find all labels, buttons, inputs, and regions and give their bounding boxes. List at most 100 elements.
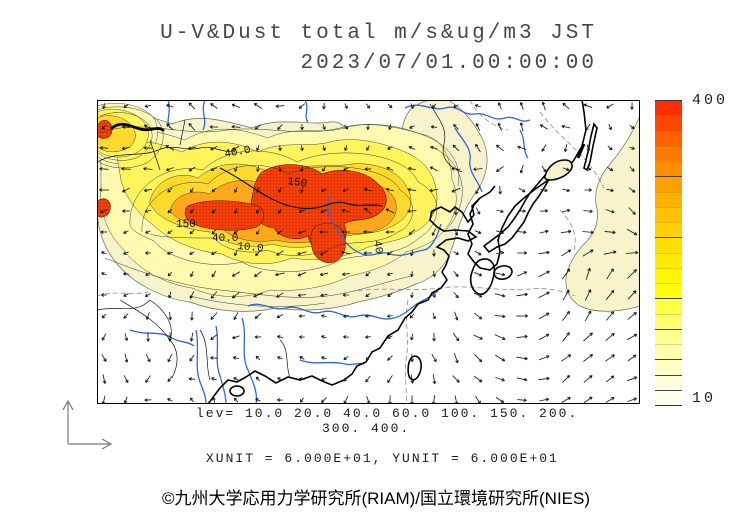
wind-vector [319,230,329,234]
wind-vector [388,124,392,130]
contour-label: 40.0 [224,145,252,161]
wind-vector [385,187,395,192]
wind-vector [385,230,395,234]
wind-vector [167,208,173,214]
wind-vector [276,335,283,339]
wind-vector [495,272,506,277]
wind-vector [608,123,612,131]
wind-vector [211,270,217,278]
wind-vector [629,124,635,130]
wind-vector [497,122,502,132]
wind-vector [343,335,349,339]
wind-vector [101,333,107,341]
wind-vector [496,166,504,173]
wind-vector [408,166,416,171]
wind-vector [475,396,482,404]
wind-vector [121,146,131,151]
wind-vector [210,167,218,172]
vector-key [62,399,113,450]
wind-vector [584,310,592,322]
chart-title-block: U-V&Dust total m/s&ug/m3 JST 2023/07/01.… [160,22,597,75]
wind-vector [168,332,172,342]
wind-vector [627,376,638,382]
wind-vector [387,146,393,150]
wind-vector [188,102,196,110]
wind-vector [432,271,436,278]
wind-vector [101,251,107,255]
wind-vector [386,250,393,256]
wind-vector [320,209,328,214]
wind-vector [256,166,260,172]
wind-vector [299,356,305,360]
wind-vector [190,271,194,278]
wind-vector [231,291,240,299]
wind-vector [494,314,506,319]
wind-vector [582,230,594,235]
wind-vector [583,375,593,383]
wind-vector [432,312,436,320]
wind-vector [366,145,370,151]
wind-vector [122,209,130,213]
wind-vector [123,396,128,404]
wind-vector [167,271,173,277]
wind-vector [626,333,638,341]
wind-vector [321,314,327,318]
wind-vector [628,187,636,193]
wind-vector [254,271,262,278]
wind-vector [475,143,481,153]
wind-vector [453,271,459,278]
wind-vector [300,166,304,172]
wind-vector [365,292,371,298]
wind-vector [496,251,505,255]
wind-vector [145,375,151,383]
colorbar-segment [655,359,682,375]
wind-vector [454,207,458,216]
wind-vector [143,188,152,193]
wind-vector [540,188,548,193]
colorbar-segment [655,298,682,314]
chart-timestamp: 2023/07/01.00:00:00 [300,52,597,75]
contour-label: 40 [370,240,384,255]
colorbar-segment [655,313,682,329]
wind-vector [452,332,460,342]
wind-vector [255,250,261,257]
wind-vector [234,166,238,172]
wind-vector [563,144,568,153]
wind-vector [143,146,153,150]
wind-vector [606,166,614,172]
wind-vector [123,251,129,255]
colorbar-segment [655,389,682,405]
wind-vector [190,311,194,321]
wind-vector [278,187,282,193]
wind-vector [167,187,173,193]
wind-vector [300,145,304,151]
wind-vector [626,228,638,236]
wind-vector [363,251,373,255]
wind-vector [473,167,483,171]
wind-vector [517,145,527,150]
wind-vector [144,398,152,402]
wind-vector [584,289,592,301]
wind-vector [452,375,460,383]
wind-vector [407,209,417,213]
wind-vector [321,356,327,360]
wind-vector [278,145,282,151]
wind-vector [343,355,349,361]
wind-vector [474,250,482,256]
wind-vector [188,123,196,131]
wind-vector [498,185,502,195]
wind-vector [253,102,263,109]
wind-vector [299,335,305,339]
wind-vector [451,167,461,171]
wind-vector [232,356,239,360]
wind-vector [541,165,547,173]
contour-label: 150 [176,219,196,231]
wind-vector [387,335,393,339]
wind-vector [234,187,238,193]
colorbar-segment [655,161,682,177]
wind-vector [538,312,550,320]
contour-levels-caption: lev= 10.0 20.0 40.0 60.0 100. 150. 200. [196,406,579,421]
wind-vector [342,272,350,277]
wind-arrows [99,101,639,404]
wind-vector [473,375,483,383]
